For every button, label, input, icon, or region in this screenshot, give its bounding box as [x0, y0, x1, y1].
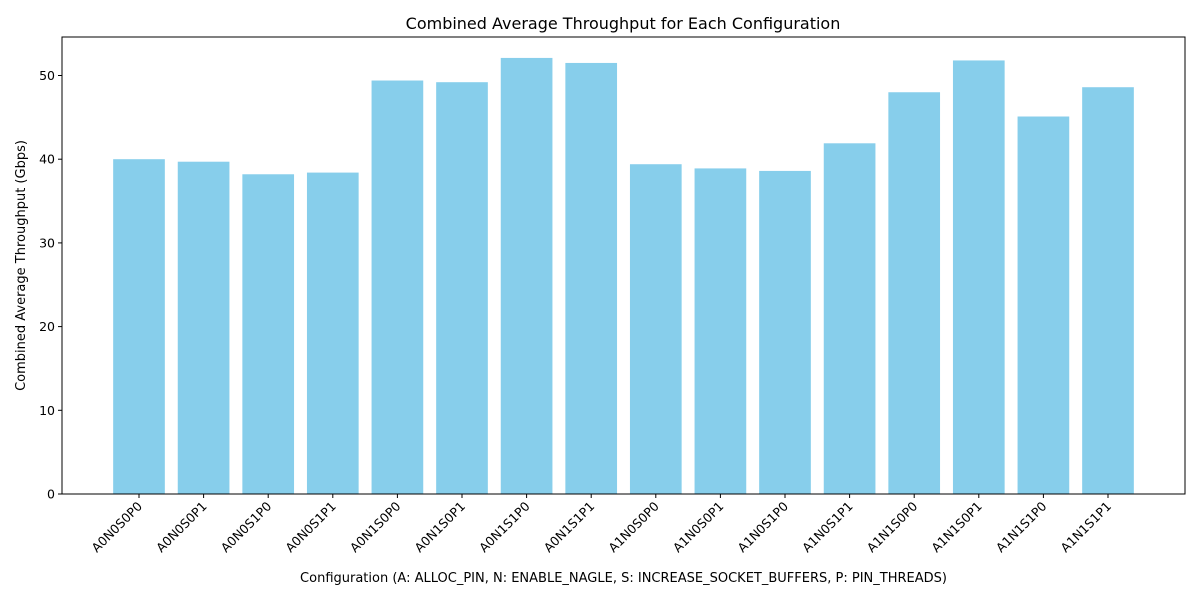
bar-A1N1S0P0 [888, 92, 941, 495]
y-axis-label: Combined Average Throughput (Gbps) [14, 140, 29, 391]
bar-A0N1S0P1 [436, 82, 488, 494]
x-tick-label: A1N0S0P0 [605, 498, 662, 555]
y-tick-label: 0 [47, 487, 55, 502]
bar-A1N0S1P0 [759, 170, 811, 495]
bar-A1N0S0P0 [629, 164, 682, 494]
y-tick-label: 30 [39, 235, 55, 250]
bar-A0N1S1P0 [500, 57, 553, 495]
x-tick-label: A0N0S0P1 [153, 499, 210, 556]
bar-A0N1S0P0 [371, 80, 424, 495]
x-tick-label: A0N0S1P0 [218, 498, 275, 555]
x-tick-label: A0N1S1P0 [476, 498, 533, 555]
x-axis-ticks: A0N0S0P0 A0N0S0P1 A0N0S1P0 A0N0S1P1 A0N1S0P0… [88, 494, 1114, 555]
x-tick-label: A0N1S0P1 [411, 499, 468, 556]
bar-A0N0S0P1 [177, 161, 230, 494]
y-tick-label: 10 [39, 403, 55, 418]
x-tick-label: A1N1S0P1 [928, 499, 985, 556]
x-tick-label: A1N1S0P0 [864, 498, 921, 555]
bar-A1N0S1P1 [823, 143, 876, 495]
x-tick-label: A1N0S1P1 [799, 499, 856, 556]
bar-A1N1S1P0 [1017, 116, 1070, 494]
bar-A0N0S0P0 [113, 159, 165, 494]
y-tick-label: 50 [39, 68, 55, 83]
x-tick-label: A0N0S1P1 [282, 499, 339, 556]
x-tick-label: A1N0S1P0 [734, 498, 791, 555]
x-axis-label: Configuration (A: ALLOC_PIN, N: ENABLE_N… [300, 571, 947, 586]
chart-title: Combined Average Throughput for Each Con… [406, 14, 841, 33]
x-tick-label: A0N1S0P0 [347, 498, 404, 555]
y-axis-ticks: 0 10 20 30 40 50 [39, 68, 62, 502]
bar-A0N0S1P1 [306, 172, 359, 494]
bar-A1N0S0P1 [694, 168, 747, 494]
bar-A0N0S1P0 [242, 174, 295, 494]
bar-A1N1S1P1 [1082, 87, 1134, 494]
x-tick-label: A1N1S1P0 [993, 498, 1050, 555]
bar-A0N1S1P1 [565, 62, 618, 494]
x-tick-label: A0N0S0P0 [88, 498, 145, 555]
plot-frame [61, 36, 1186, 495]
x-tick-label: A1N0S0P1 [670, 499, 727, 556]
bars-group [113, 57, 1134, 495]
bar-A1N1S0P1 [952, 60, 1005, 494]
x-tick-label: A1N1S1P1 [1057, 499, 1114, 556]
x-tick-label: A0N1S1P1 [541, 499, 598, 556]
y-tick-label: 40 [39, 152, 55, 167]
y-tick-label: 20 [39, 319, 55, 334]
